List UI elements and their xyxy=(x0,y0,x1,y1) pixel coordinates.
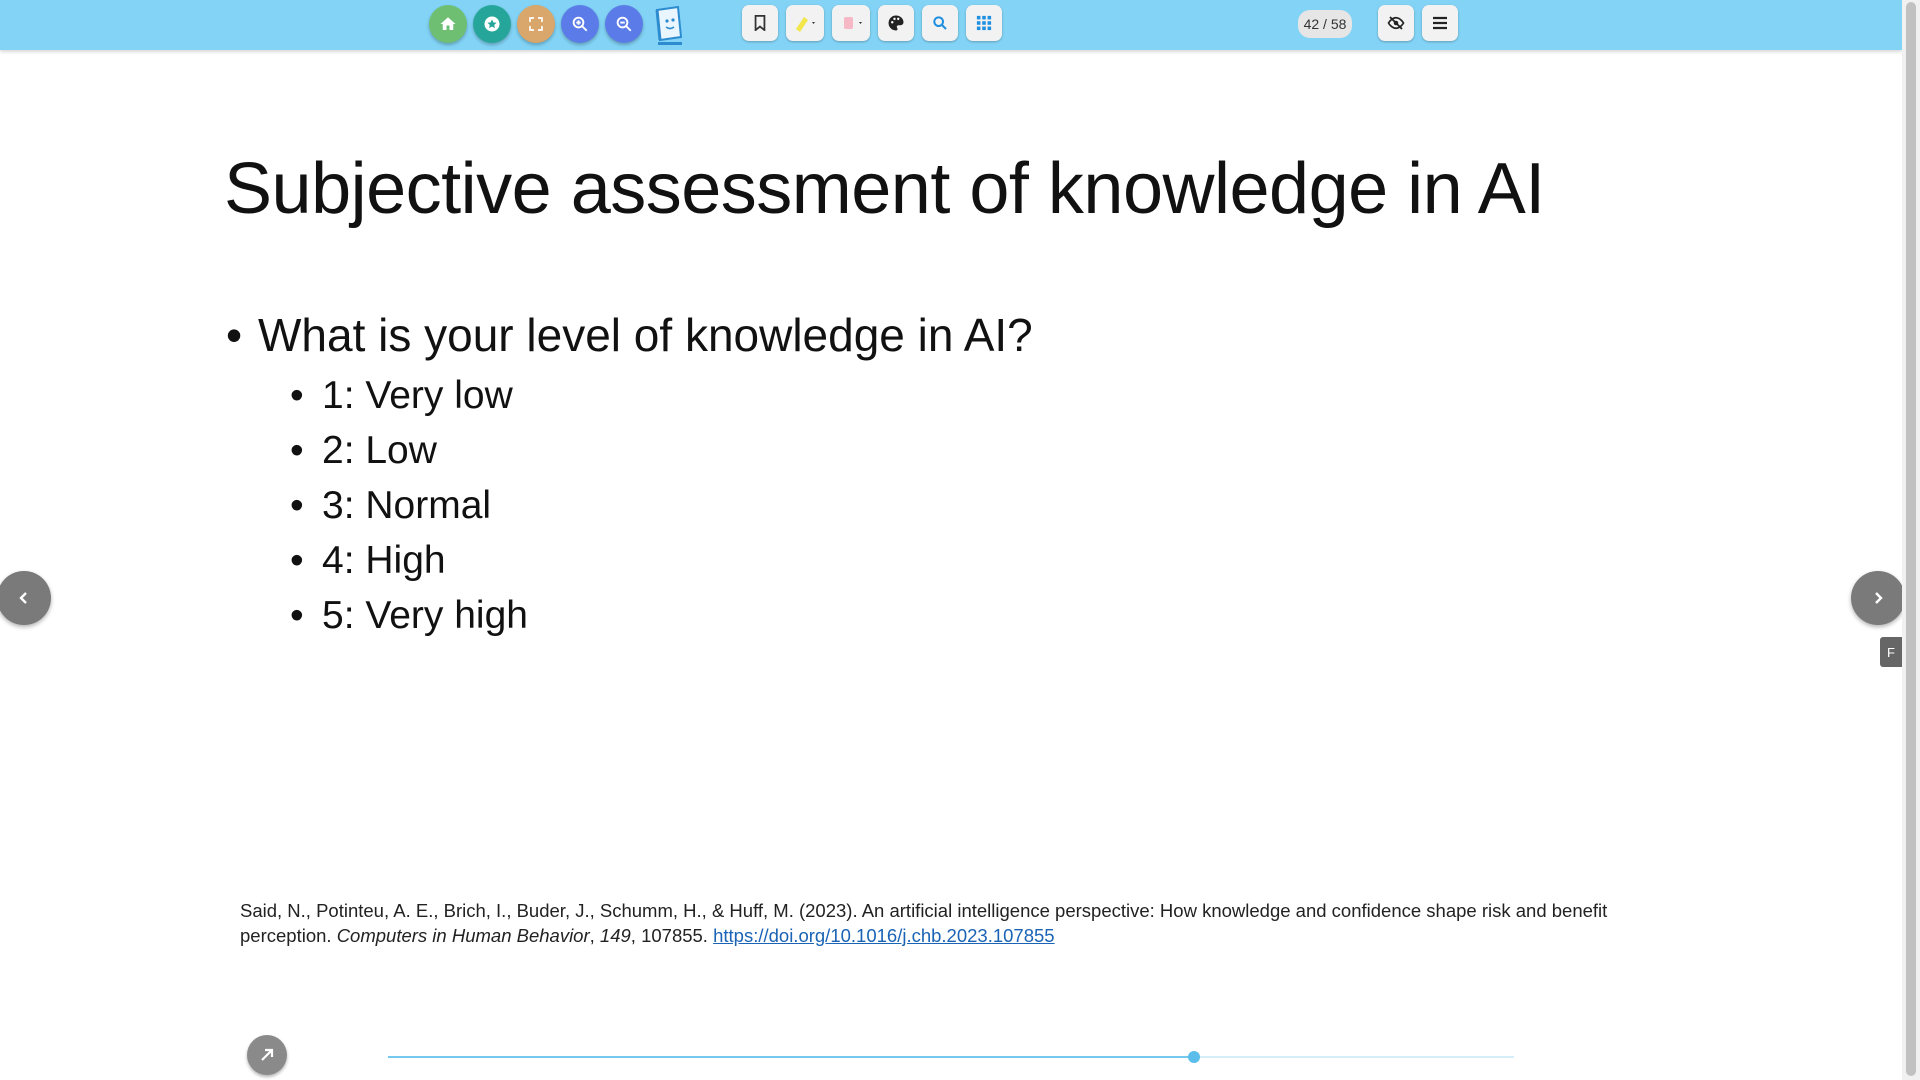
highlighter-button[interactable] xyxy=(786,5,824,41)
menu-button[interactable] xyxy=(1422,5,1458,41)
eraser-icon xyxy=(844,17,862,29)
zoom-in-button[interactable] xyxy=(561,5,599,43)
citation: Said, N., Potinteu, A. E., Brich, I., Bu… xyxy=(240,898,1700,948)
vertical-scrollbar[interactable] xyxy=(1902,0,1920,1080)
app-logo[interactable] xyxy=(652,4,686,46)
slide-title: Subjective assessment of knowledge in AI xyxy=(224,149,1545,229)
option-text: 3: Normal xyxy=(322,484,492,527)
home-icon xyxy=(440,17,456,30)
bookmark-icon xyxy=(754,15,766,31)
zoom-out-button[interactable] xyxy=(605,5,643,43)
doi-link[interactable]: https://doi.org/10.1016/j.chb.2023.10785… xyxy=(713,925,1055,946)
option-text: 4: High xyxy=(322,539,446,582)
menu-icon xyxy=(1433,16,1447,30)
citation-journal: Computers in Human Behavior xyxy=(336,925,590,946)
page-counter: 42 / 58 xyxy=(1298,10,1352,38)
bullet-glyph: • xyxy=(290,594,304,637)
bullet-glyph: • xyxy=(290,374,304,417)
home-button[interactable] xyxy=(429,5,467,43)
slide-progress-bar[interactable] xyxy=(388,1051,1514,1063)
bookmark-button[interactable] xyxy=(742,5,778,41)
grid-view-button[interactable] xyxy=(966,5,1002,41)
eye-off-icon xyxy=(1387,16,1405,30)
fullscreen-button[interactable] xyxy=(517,5,555,43)
grid-icon xyxy=(976,15,992,31)
scrollbar-thumb[interactable] xyxy=(1906,2,1916,1076)
citation-volume: 149 xyxy=(599,925,631,946)
star-icon xyxy=(484,16,500,32)
bullet-glyph: • xyxy=(290,539,304,582)
zoom-out-icon xyxy=(616,16,632,32)
bullet-glyph: • xyxy=(226,309,243,361)
chevron-left-icon xyxy=(19,592,27,604)
option-text: 1: Very low xyxy=(322,374,513,417)
bullet-glyph: • xyxy=(290,429,304,472)
citation-pages: , 107855. xyxy=(630,925,714,946)
bullet-glyph: • xyxy=(290,484,304,527)
arrow-up-right-icon xyxy=(261,1048,274,1061)
option-text: 2: Low xyxy=(322,429,437,472)
eraser-button[interactable] xyxy=(832,5,870,41)
progress-knob[interactable] xyxy=(1188,1051,1201,1063)
search-button[interactable] xyxy=(922,5,958,41)
citation-authors-title: Said, N., Potinteu, A. E., Brich, I., Bu… xyxy=(240,900,1608,946)
highlighter-icon xyxy=(796,17,815,32)
chevron-right-icon xyxy=(1875,592,1883,604)
favorite-button[interactable] xyxy=(473,5,511,43)
search-icon xyxy=(933,16,947,30)
top-toolbar: 42 / 58 xyxy=(0,0,1902,50)
palette-icon xyxy=(888,15,904,31)
option-text: 5: Very high xyxy=(322,594,528,637)
side-tab[interactable]: F xyxy=(1880,637,1902,667)
zoom-in-icon xyxy=(572,16,588,32)
hide-toolbar-button[interactable] xyxy=(1378,5,1414,41)
expand-button[interactable] xyxy=(247,1035,287,1075)
prev-slide-button[interactable] xyxy=(0,571,51,625)
question-text: What is your level of knowledge in AI? xyxy=(258,309,1033,361)
citation-sep: , xyxy=(589,925,600,946)
fullscreen-icon xyxy=(529,17,543,31)
next-slide-button[interactable] xyxy=(1851,571,1905,625)
palette-button[interactable] xyxy=(878,5,914,41)
book-logo-icon xyxy=(655,5,683,45)
progress-fill xyxy=(388,1056,1195,1058)
